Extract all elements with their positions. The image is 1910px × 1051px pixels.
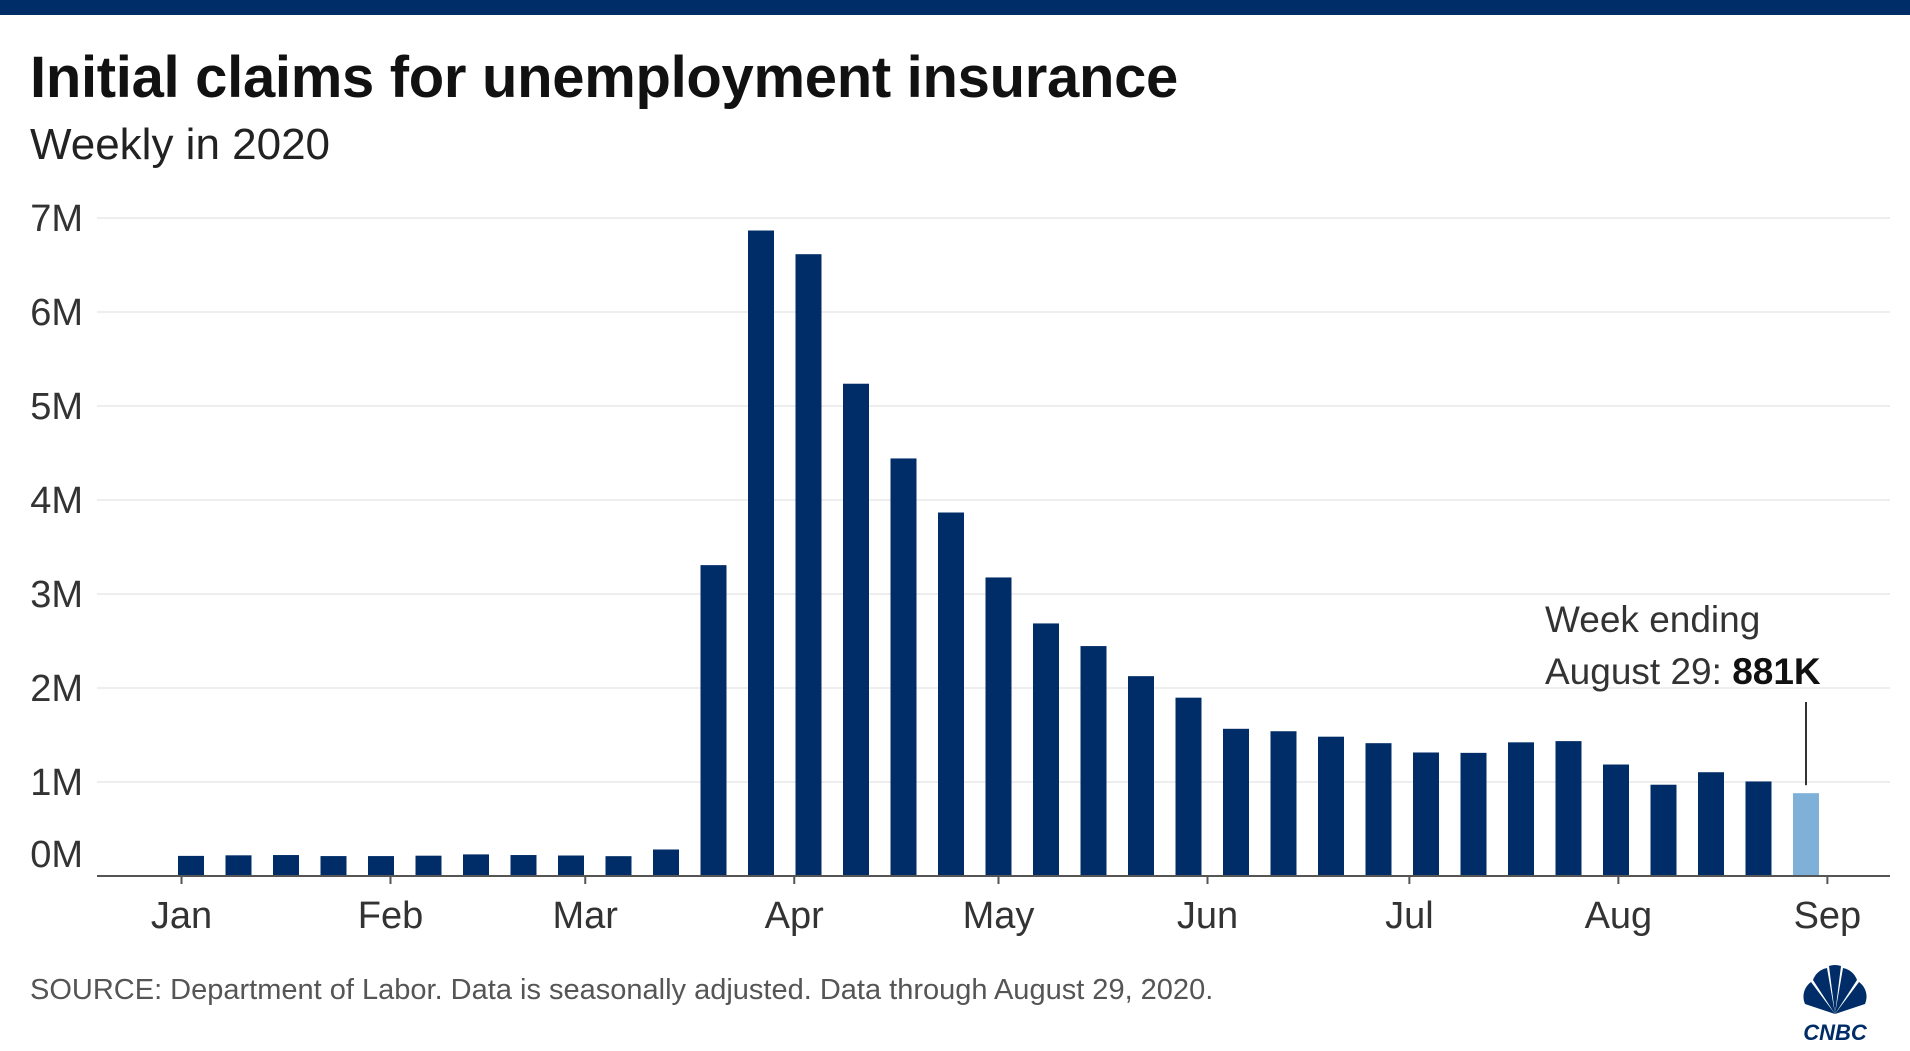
logo-text: CNBC [1803, 1020, 1868, 1045]
y-tick-label: 1M [30, 762, 83, 804]
bar [320, 856, 347, 876]
bar [510, 855, 537, 876]
bar [843, 383, 869, 876]
bar [1603, 764, 1629, 876]
bar [1650, 784, 1677, 876]
bar-chart: 0M 1M 2M 3M 4M 5M 6M 7M Jan Feb Mar Apr May Jun Jul Au… [30, 198, 1890, 937]
bar [700, 565, 727, 876]
y-tick-label: 5M [30, 386, 83, 428]
x-tick-label: Jul [1385, 895, 1434, 937]
bar [1413, 752, 1439, 876]
x-tick-label: Sep [1794, 895, 1862, 937]
source-note: SOURCE: Department of Labor. Data is sea… [30, 974, 1214, 1006]
x-tick-label: May [963, 895, 1035, 937]
y-tick-label: 7M [30, 198, 83, 240]
bar [1508, 742, 1534, 876]
bar [890, 458, 917, 876]
bar [748, 230, 774, 876]
peacock-feathers-icon [1803, 964, 1867, 1014]
x-tick-label: Apr [765, 895, 824, 937]
y-tick-label: 2M [30, 668, 83, 710]
x-tick-label: Aug [1585, 895, 1653, 937]
annotation-date: August 29: [1545, 651, 1732, 692]
x-tick-label: Jan [151, 895, 212, 937]
annotation-line1: Week ending [1545, 599, 1760, 640]
y-axis-ticks: 0M 1M 2M 3M 4M 5M 6M 7M [30, 198, 83, 876]
top-bar [0, 0, 1910, 15]
bar [938, 512, 964, 876]
bar [1365, 743, 1392, 876]
y-tick-label: 3M [30, 574, 83, 616]
y-tick-label: 4M [30, 480, 83, 522]
y-tick-label: 6M [30, 292, 83, 334]
bar [1080, 646, 1107, 876]
bar [653, 849, 679, 876]
x-tick-label: Jun [1177, 895, 1238, 937]
bar [273, 855, 299, 876]
bar [1318, 736, 1344, 876]
bar [1270, 731, 1297, 876]
bar [558, 855, 584, 876]
bar [795, 254, 822, 876]
bar [605, 856, 632, 876]
bar [368, 856, 394, 876]
annotation-value: 881K [1732, 651, 1821, 692]
bar [1745, 781, 1772, 876]
chart-title: Initial claims for unemployment insuranc… [30, 45, 1178, 110]
bar [1698, 772, 1724, 876]
bar-highlight [1793, 793, 1819, 876]
y-tick-label: 0M [30, 834, 83, 876]
chart-subtitle: Weekly in 2020 [30, 120, 331, 169]
bar [1175, 697, 1202, 876]
bar [1555, 741, 1582, 876]
cnbc-logo-icon: CNBC [1803, 964, 1868, 1045]
bar [1223, 728, 1249, 876]
annotation: Week ending August 29: 881K [1545, 599, 1821, 786]
bar [1128, 676, 1154, 876]
annotation-line2: August 29: 881K [1545, 651, 1821, 692]
bar [178, 855, 204, 876]
x-tick-label: Mar [553, 895, 619, 937]
bar [1033, 623, 1059, 876]
bar [415, 855, 442, 876]
x-tick-label: Feb [358, 895, 423, 937]
bar [1460, 752, 1487, 876]
bar [463, 854, 489, 876]
bars [178, 230, 1819, 876]
bar [985, 577, 1012, 876]
x-axis-ticks: Jan Feb Mar Apr May Jun Jul Aug Sep [151, 876, 1861, 937]
bar [225, 855, 252, 876]
